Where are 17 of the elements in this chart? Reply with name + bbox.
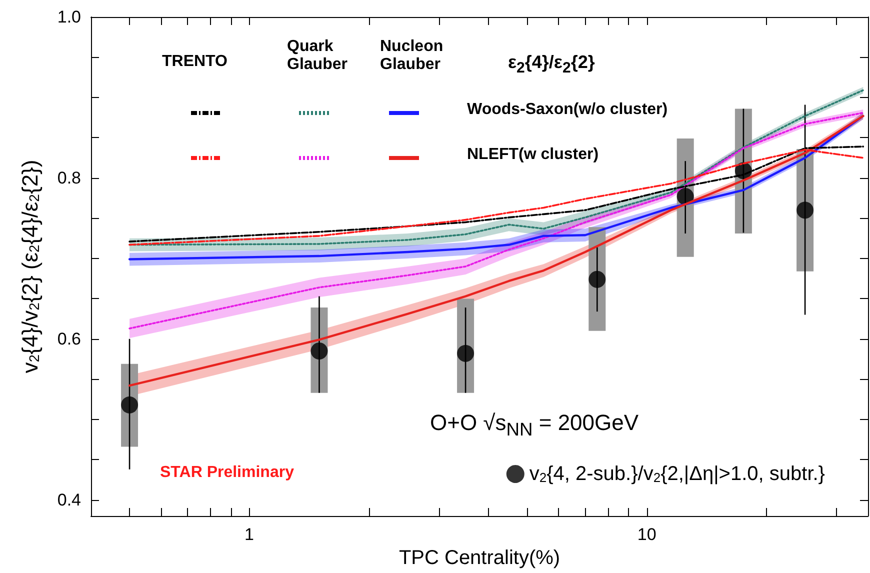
annotation: STAR Preliminary — [160, 464, 294, 482]
annotation: NLEFT(w cluster) — [467, 146, 599, 164]
annotation: Woods-Saxon(w/o cluster) — [467, 101, 668, 120]
annotation: ε$_{2}${4}/ε$_{2}${2} — [508, 52, 595, 77]
text: v2{4}/v2{2} (ε2{4}/ε2{2}) — [18, 160, 42, 374]
y-tick-label: 0.6 — [57, 329, 81, 348]
legend-label: v2{4, 2-sub.}/v2{2,|Δη|>1.0, subtr.} — [529, 463, 826, 485]
annotation: Nucleon Glauber — [380, 38, 444, 75]
annotation: O+O √s$_{NN}$ = 200GeV — [430, 410, 639, 440]
y-tick-label: 1.0 — [57, 8, 81, 26]
annotation: TRENTO — [162, 53, 228, 72]
annotation: Quark Glauber — [287, 38, 348, 75]
x-axis-title: TPC Centrality(%) — [398, 547, 560, 569]
x-tick-label: 10 — [637, 525, 656, 544]
x-tick-label: 1 — [244, 525, 254, 544]
y-tick-label: 0.4 — [57, 490, 81, 510]
y-tick-label: 0.8 — [57, 168, 81, 188]
